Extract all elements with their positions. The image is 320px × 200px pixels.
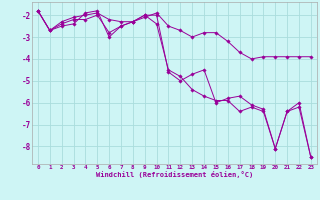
X-axis label: Windchill (Refroidissement éolien,°C): Windchill (Refroidissement éolien,°C): [96, 171, 253, 178]
